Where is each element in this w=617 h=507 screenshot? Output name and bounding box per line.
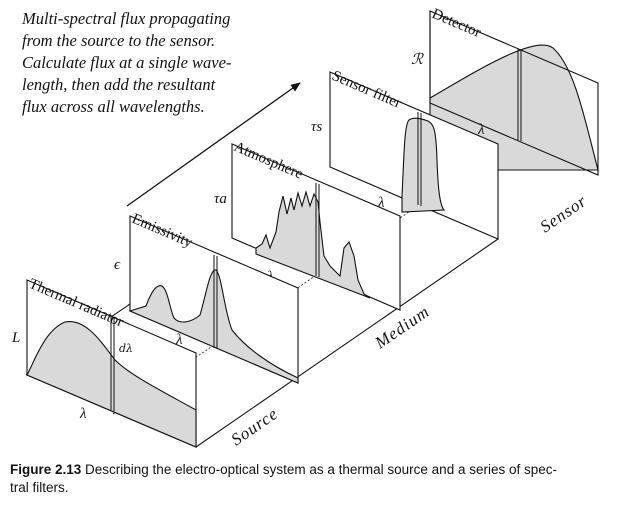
thermal-radiator-x-symbol: λ (79, 406, 87, 422)
detector-title: Detector (429, 6, 483, 41)
caption-line-2: tral filters. (10, 480, 69, 495)
propagation-arrow (126, 82, 301, 207)
slice-symbol: dλ (119, 342, 133, 355)
stage-medium-label: Medium (371, 302, 433, 353)
note-line-2: from the source to the sensor. (22, 31, 216, 50)
caption-text-1: Describing the electro-optical system as… (81, 462, 557, 477)
stage-sensor-label: Sensor (537, 191, 591, 236)
atmosphere-y-symbol: τa (214, 191, 227, 207)
atmosphere-curve (255, 189, 371, 299)
note-line-3: Calculate flux at a single wave- (22, 53, 232, 72)
note-line-5: flux across all wavelengths. (22, 97, 205, 116)
thermal-radiator-y-symbol: L (11, 330, 20, 346)
caption-line-1: Figure 2.13 Describing the electro-optic… (10, 461, 610, 479)
sensor-filter-y-symbol: τs (311, 119, 322, 135)
detector-x-symbol: λ (477, 122, 485, 138)
emissivity-y-symbol: ϵ (114, 257, 121, 273)
sensor-filter-x-symbol: λ (377, 195, 385, 211)
stage-source-label: Source (228, 404, 282, 449)
note-line-4: length, then add the resultant (22, 75, 216, 94)
sensor-filter-curve (401, 117, 446, 213)
caption-label: Figure 2.13 (10, 462, 82, 477)
explanatory-note: Multi-spectral flux propagating from the… (22, 8, 282, 118)
note-line-1: Multi-spectral flux propagating (22, 9, 231, 28)
emissivity-x-symbol: λ (175, 332, 183, 348)
atmosphere-panel: Atmosphere τa λ (214, 139, 401, 311)
spectral-system-diagram: Detector ℛ λ Sensor filter τs λ Atmosphe… (11, 6, 599, 449)
figure-caption: Figure 2.13 Describing the electro-optic… (10, 461, 610, 497)
detector-y-symbol: ℛ (411, 52, 424, 68)
sensor-filter-panel: Sensor filter τs λ (311, 68, 499, 240)
